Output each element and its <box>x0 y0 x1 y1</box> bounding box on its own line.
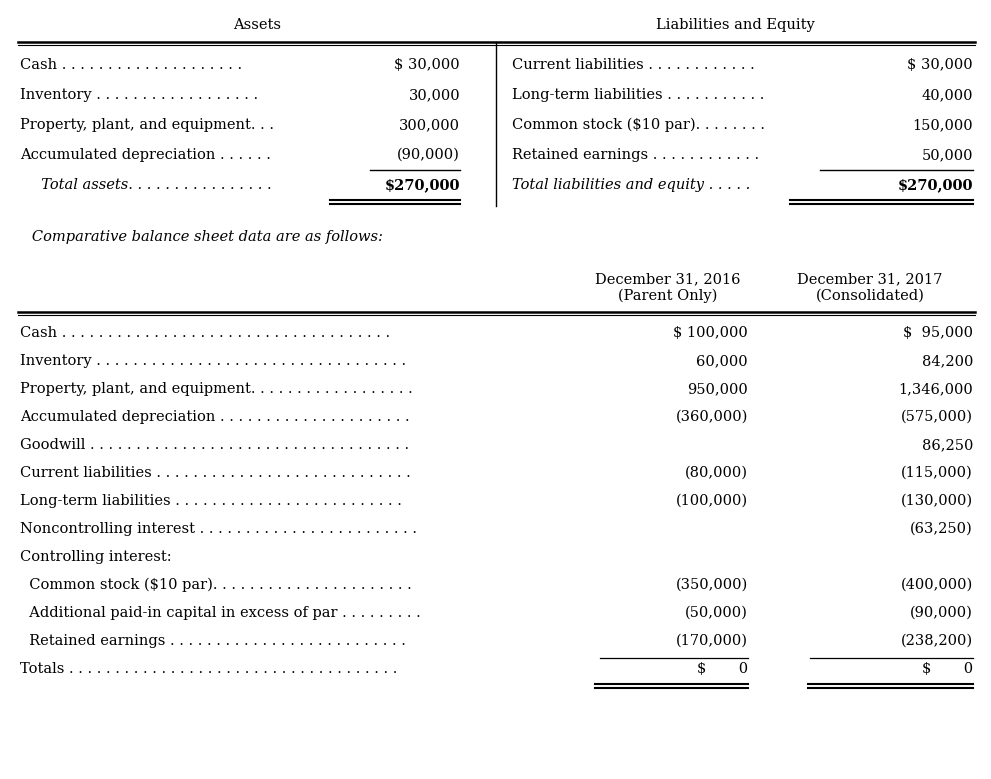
Text: (100,000): (100,000) <box>676 494 748 508</box>
Text: Assets: Assets <box>233 18 281 32</box>
Text: (130,000): (130,000) <box>901 494 973 508</box>
Text: Accumulated depreciation . . . . . .: Accumulated depreciation . . . . . . <box>20 148 271 162</box>
Text: (400,000): (400,000) <box>901 578 973 592</box>
Text: (50,000): (50,000) <box>685 606 748 620</box>
Text: $       0: $ 0 <box>922 662 973 676</box>
Text: Long-term liabilities . . . . . . . . . . .: Long-term liabilities . . . . . . . . . … <box>512 88 764 102</box>
Text: 40,000: 40,000 <box>922 88 973 102</box>
Text: 60,000: 60,000 <box>697 354 748 368</box>
Text: Liabilities and Equity: Liabilities and Equity <box>656 18 815 32</box>
Text: Property, plant, and equipment. . .: Property, plant, and equipment. . . <box>20 118 274 132</box>
Text: (Parent Only): (Parent Only) <box>618 289 717 303</box>
Text: 300,000: 300,000 <box>399 118 460 132</box>
Text: (90,000): (90,000) <box>910 606 973 620</box>
Text: Common stock ($10 par). . . . . . . .: Common stock ($10 par). . . . . . . . <box>512 118 765 132</box>
Text: Retained earnings . . . . . . . . . . . .: Retained earnings . . . . . . . . . . . … <box>512 148 759 162</box>
Text: (90,000): (90,000) <box>397 148 460 162</box>
Text: 84,200: 84,200 <box>922 354 973 368</box>
Text: $       0: $ 0 <box>697 662 748 676</box>
Text: Noncontrolling interest . . . . . . . . . . . . . . . . . . . . . . . .: Noncontrolling interest . . . . . . . . … <box>20 522 417 536</box>
Text: 1,346,000: 1,346,000 <box>898 382 973 396</box>
Text: Retained earnings . . . . . . . . . . . . . . . . . . . . . . . . . .: Retained earnings . . . . . . . . . . . … <box>20 634 406 648</box>
Text: Accumulated depreciation . . . . . . . . . . . . . . . . . . . . .: Accumulated depreciation . . . . . . . .… <box>20 410 409 424</box>
Text: $  95,000: $ 95,000 <box>903 326 973 340</box>
Text: 950,000: 950,000 <box>687 382 748 396</box>
Text: (360,000): (360,000) <box>676 410 748 424</box>
Text: Current liabilities . . . . . . . . . . . . . . . . . . . . . . . . . . . .: Current liabilities . . . . . . . . . . … <box>20 466 410 480</box>
Text: Cash . . . . . . . . . . . . . . . . . . . . . . . . . . . . . . . . . . . .: Cash . . . . . . . . . . . . . . . . . .… <box>20 326 390 340</box>
Text: 150,000: 150,000 <box>913 118 973 132</box>
Text: 30,000: 30,000 <box>408 88 460 102</box>
Text: (238,200): (238,200) <box>901 634 973 648</box>
Text: 50,000: 50,000 <box>922 148 973 162</box>
Text: December 31, 2016: December 31, 2016 <box>596 272 740 286</box>
Text: Long-term liabilities . . . . . . . . . . . . . . . . . . . . . . . . .: Long-term liabilities . . . . . . . . . … <box>20 494 402 508</box>
Text: Current liabilities . . . . . . . . . . . .: Current liabilities . . . . . . . . . . … <box>512 58 755 72</box>
Text: $ 30,000: $ 30,000 <box>908 58 973 72</box>
Text: (575,000): (575,000) <box>901 410 973 424</box>
Text: Goodwill . . . . . . . . . . . . . . . . . . . . . . . . . . . . . . . . . . .: Goodwill . . . . . . . . . . . . . . . .… <box>20 438 409 452</box>
Text: (115,000): (115,000) <box>901 466 973 480</box>
Text: (80,000): (80,000) <box>685 466 748 480</box>
Text: $270,000: $270,000 <box>385 178 460 192</box>
Text: December 31, 2017: December 31, 2017 <box>798 272 942 286</box>
Text: $ 100,000: $ 100,000 <box>673 326 748 340</box>
Text: Cash . . . . . . . . . . . . . . . . . . . .: Cash . . . . . . . . . . . . . . . . . .… <box>20 58 242 72</box>
Text: $ 30,000: $ 30,000 <box>394 58 460 72</box>
Text: Common stock ($10 par). . . . . . . . . . . . . . . . . . . . . .: Common stock ($10 par). . . . . . . . . … <box>20 578 411 592</box>
Text: (350,000): (350,000) <box>676 578 748 592</box>
Text: Total liabilities and equity . . . . .: Total liabilities and equity . . . . . <box>512 178 750 192</box>
Text: Additional paid-in capital in excess of par . . . . . . . . .: Additional paid-in capital in excess of … <box>20 606 421 620</box>
Text: (170,000): (170,000) <box>676 634 748 648</box>
Text: Inventory . . . . . . . . . . . . . . . . . .: Inventory . . . . . . . . . . . . . . . … <box>20 88 258 102</box>
Text: Inventory . . . . . . . . . . . . . . . . . . . . . . . . . . . . . . . . . .: Inventory . . . . . . . . . . . . . . . … <box>20 354 406 368</box>
Text: Totals . . . . . . . . . . . . . . . . . . . . . . . . . . . . . . . . . . . .: Totals . . . . . . . . . . . . . . . . .… <box>20 662 397 676</box>
Text: (Consolidated): (Consolidated) <box>816 289 925 303</box>
Text: $270,000: $270,000 <box>898 178 973 192</box>
Text: (63,250): (63,250) <box>911 522 973 536</box>
Text: Property, plant, and equipment. . . . . . . . . . . . . . . . . .: Property, plant, and equipment. . . . . … <box>20 382 412 396</box>
Text: Comparative balance sheet data are as follows:: Comparative balance sheet data are as fo… <box>18 230 383 244</box>
Text: 86,250: 86,250 <box>922 438 973 452</box>
Text: Controlling interest:: Controlling interest: <box>20 550 171 564</box>
Text: Total assets. . . . . . . . . . . . . . . .: Total assets. . . . . . . . . . . . . . … <box>32 178 272 192</box>
